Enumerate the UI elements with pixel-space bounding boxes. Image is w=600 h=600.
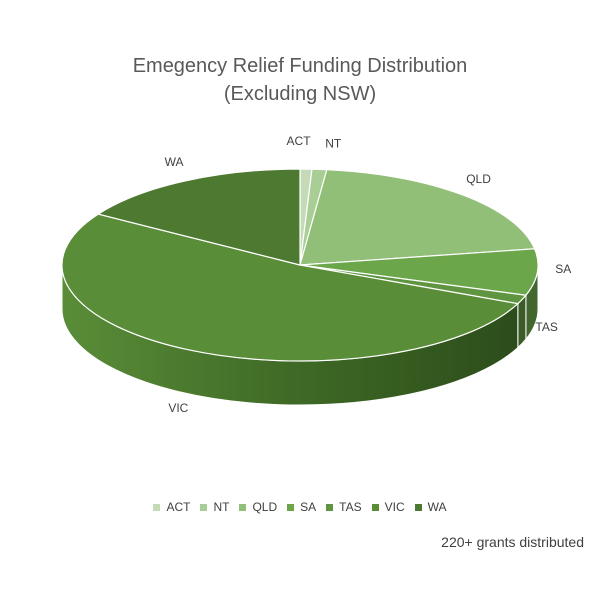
legend-swatch-nt [200, 504, 208, 512]
pie-slice-wa [96, 168, 301, 266]
legend-swatch-sa [287, 504, 295, 512]
legend-label-nt: NT [213, 500, 230, 514]
legend-swatch-qld [239, 504, 247, 512]
legend-swatch-act [153, 504, 161, 512]
legend-item-tas: TAS [326, 500, 362, 514]
pie-slice-sa [299, 248, 539, 296]
legend-item-qld: QLD [239, 500, 277, 514]
legend-label-act: ACT [166, 500, 191, 514]
legend-label-vic: VIC [384, 500, 405, 514]
slice-label-tas: TAS [535, 320, 557, 334]
legend-label-qld: QLD [252, 500, 278, 514]
slice-label-qld: QLD [466, 172, 491, 186]
chart-title-line1: Emegency Relief Funding Distribution [132, 55, 468, 77]
legend-item-vic: VIC [371, 500, 405, 514]
slice-label-nt: NT [325, 136, 342, 150]
legend-label-wa: WA [427, 500, 447, 514]
legend-item-wa: WA [414, 500, 447, 514]
slice-label-sa: SA [555, 262, 571, 276]
slice-label-act: ACT [287, 134, 312, 148]
footnote: 220+ grants distributed [441, 534, 584, 550]
pie-slice-vic [61, 213, 520, 362]
legend-label-tas: TAS [339, 500, 362, 514]
legend-swatch-wa [414, 504, 422, 512]
slice-label-vic: VIC [168, 401, 188, 415]
legend-swatch-vic [371, 504, 379, 512]
chart-title-line2: (Excluding NSW) [223, 83, 377, 105]
legend-swatch-tas [326, 504, 334, 512]
slice-label-wa: WA [165, 155, 184, 169]
legend-label-sa: SA [300, 500, 317, 514]
chart-title: Emegency Relief Funding Distribution (Ex… [0, 52, 600, 108]
legend-item-nt: NT [200, 500, 229, 514]
pie-slice-qld [299, 168, 536, 266]
legend-item-sa: SA [287, 500, 316, 514]
legend-item-act: ACT [153, 500, 190, 514]
chart-legend: ACT NT QLD SA TAS VIC WA [0, 500, 600, 514]
